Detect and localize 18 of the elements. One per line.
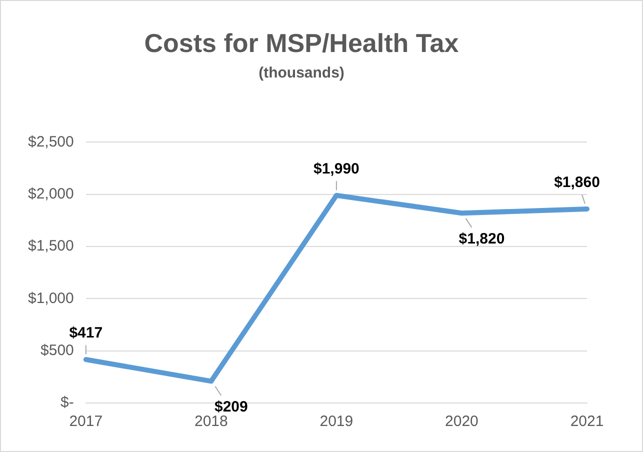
y-tick-label: $2,500 xyxy=(28,133,74,150)
y-tick-label: $- xyxy=(60,394,74,412)
data-label: $1,990 xyxy=(313,160,360,178)
x-tick-label: 2017 xyxy=(69,413,103,430)
data-label: $1,820 xyxy=(458,230,505,248)
chart-subtitle: (thousands) xyxy=(258,64,344,82)
chart-title: Costs for MSP/Health Tax xyxy=(144,28,460,58)
data-label: $209 xyxy=(214,398,248,416)
y-tick-label: $1,500 xyxy=(28,238,74,255)
y-tick-label: $2,000 xyxy=(28,186,74,202)
x-tick-label: 2019 xyxy=(320,413,354,430)
data-label: $1,860 xyxy=(554,174,600,192)
data-label: $417 xyxy=(69,324,103,342)
x-tick-label: 2020 xyxy=(445,413,478,430)
y-tick-label: $1,000 xyxy=(28,290,74,307)
x-tick-label: 2021 xyxy=(570,413,604,430)
y-tick-label: $500 xyxy=(40,342,74,359)
x-tick-label: 2018 xyxy=(194,413,228,430)
